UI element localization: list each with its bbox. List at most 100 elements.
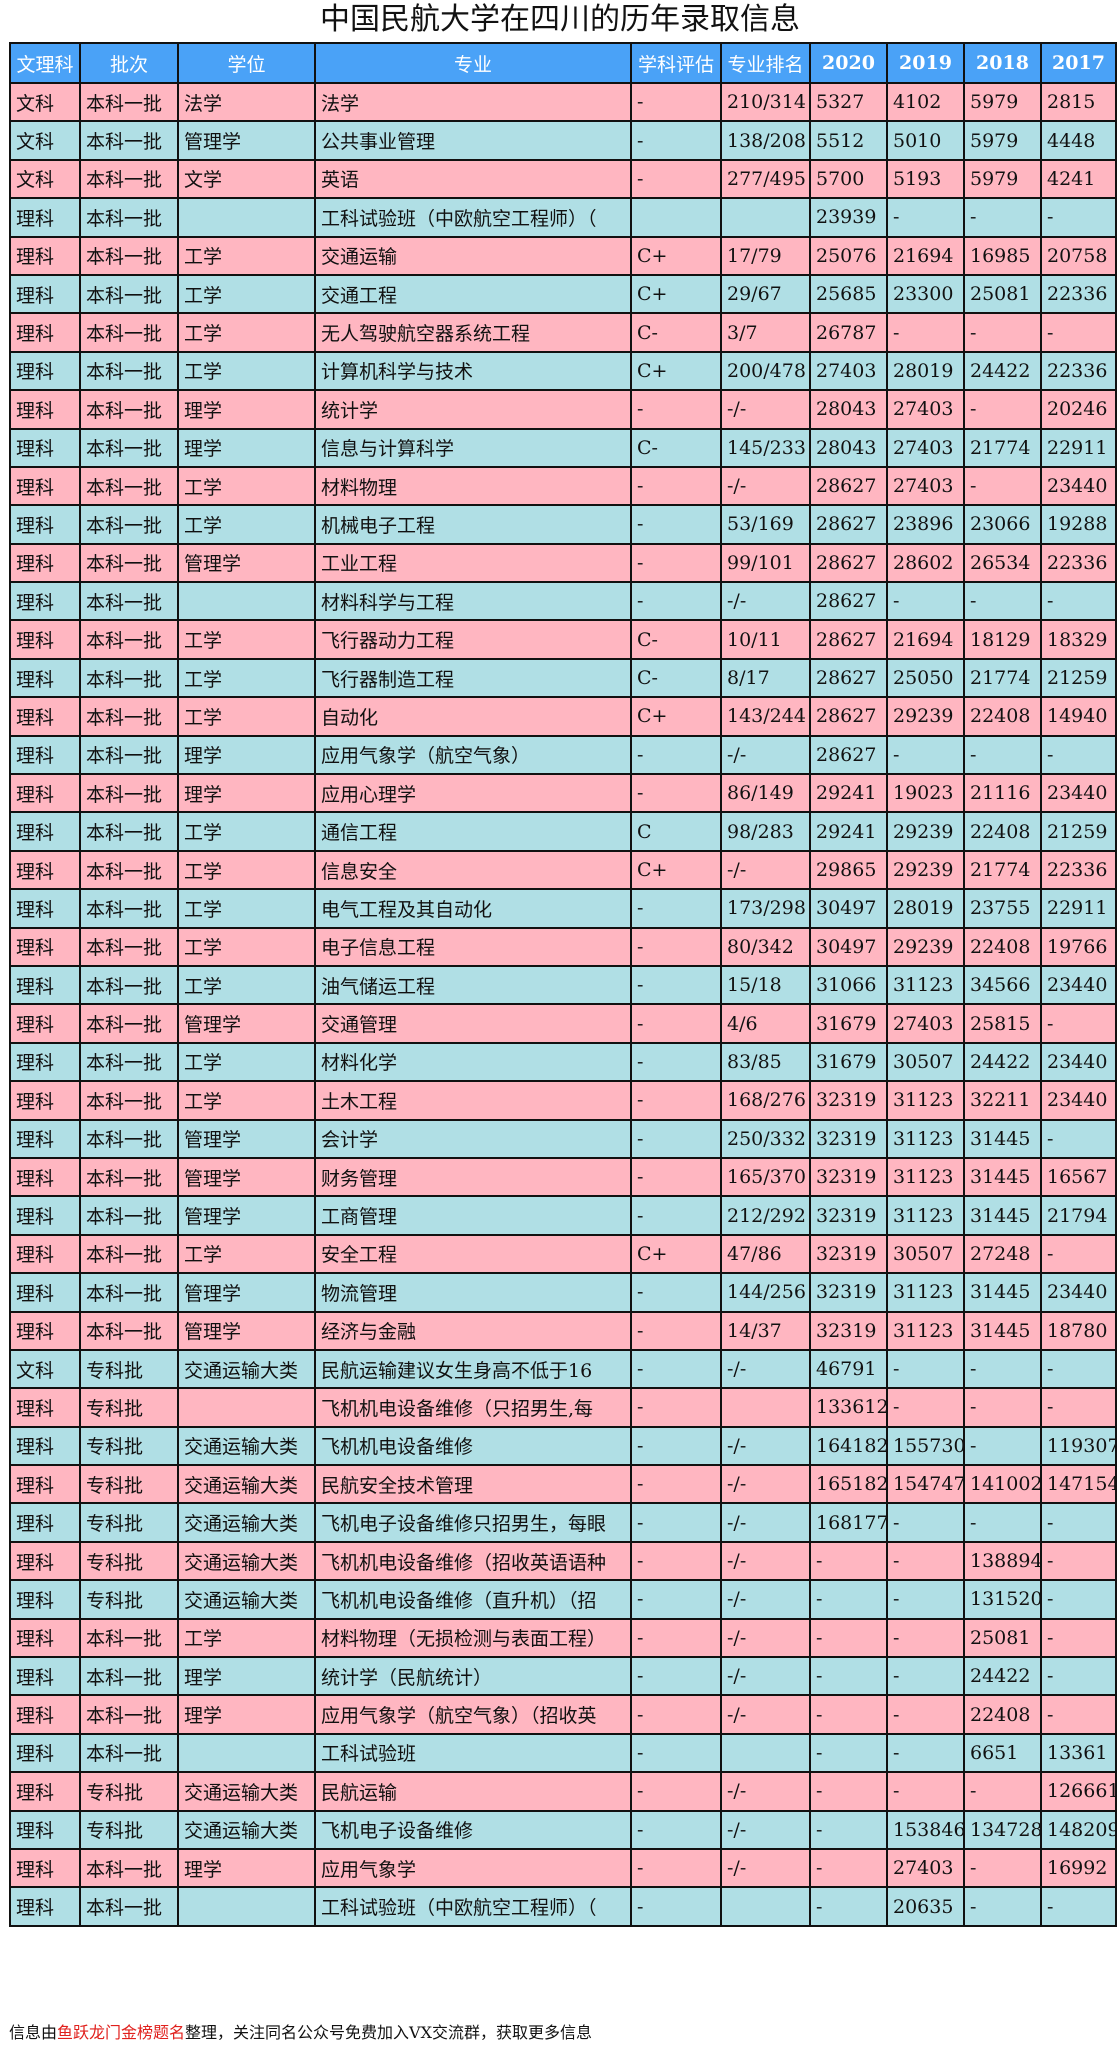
cell-score-2019: 31123 xyxy=(886,1118,965,1159)
cell-score-2018: 27248 xyxy=(963,1233,1042,1275)
cell-category: 理科 xyxy=(9,964,81,1006)
cell-score-2019: 31123 xyxy=(886,1080,965,1121)
cell-category: 理科 xyxy=(9,1464,81,1505)
cell-score-2019: - xyxy=(886,1732,965,1774)
table-row: 理科 本科一批 管理学 经济与金融 -14/37 32319 31123 31445 18780 xyxy=(9,1310,1117,1351)
cell-degree: 工学 xyxy=(177,1617,316,1659)
cell-degree: 工学 xyxy=(177,619,316,660)
cell-score-2017: 22911 xyxy=(1040,427,1117,468)
table-row: 理科 本科一批 理学 应用气象学 - -/- -27403-16992 xyxy=(9,1847,1117,1889)
cell-evaluation: - xyxy=(630,504,722,545)
cell-score-2018: 22408 xyxy=(963,1694,1042,1735)
cell-evaluation: - xyxy=(630,465,722,507)
cell-degree: 工学 xyxy=(177,657,316,699)
cell-score-2018: - xyxy=(963,465,1042,507)
cell-major: 民航运输建议女生身高不低于16 xyxy=(314,1348,632,1390)
cell-ranking: -/- xyxy=(720,1771,811,1812)
cell-category: 理科 xyxy=(9,389,81,430)
cell-ranking: -/- xyxy=(720,1502,811,1543)
cell-score-2017: 22336 xyxy=(1040,350,1117,392)
cell-batch: 本科一批 xyxy=(79,1310,179,1351)
cell-score-2018: 18129 xyxy=(963,619,1042,660)
cell-category: 理科 xyxy=(9,1579,81,1620)
cell-ranking: 53/169 xyxy=(720,504,811,545)
cell-ranking xyxy=(720,1732,811,1774)
cell-major: 材料物理（无损检测与表面工程） xyxy=(314,1617,632,1659)
table-row: 理科 本科一批 工学 土木工程 -168/276 32319 31123 32211 23440 xyxy=(9,1080,1117,1121)
cell-major: 工科试验班 xyxy=(314,1732,632,1774)
cell-batch: 专科批 xyxy=(79,1809,179,1850)
cell-degree: 交通运输大类 xyxy=(177,1579,316,1620)
cell-score-2019: 27403 xyxy=(886,389,965,430)
cell-score-2019: 19023 xyxy=(886,773,965,814)
cell-batch: 本科一批 xyxy=(79,273,179,315)
cell-evaluation: - xyxy=(630,1886,722,1927)
cell-degree: 工学 xyxy=(177,350,316,392)
cell-major: 经济与金融 xyxy=(314,1310,632,1351)
cell-score-2017: 22336 xyxy=(1040,273,1117,315)
cell-batch: 专科批 xyxy=(79,1579,179,1620)
cell-score-2020: 29241 xyxy=(809,773,888,814)
cell-score-2018: 21774 xyxy=(963,657,1042,699)
cell-score-2020: 32319 xyxy=(809,1080,888,1121)
cell-batch: 本科一批 xyxy=(79,1080,179,1121)
cell-category: 理科 xyxy=(9,734,81,776)
cell-batch: 本科一批 xyxy=(79,1195,179,1236)
cell-category: 文科 xyxy=(9,120,81,161)
cell-score-2018: 25815 xyxy=(963,1003,1042,1044)
table-row: 理科 本科一批 理学 统计学 - -/- 28043 27403-20246 xyxy=(9,389,1117,430)
cell-evaluation: - xyxy=(630,1694,722,1735)
cell-score-2018: - xyxy=(963,734,1042,776)
cell-ranking: -/- xyxy=(720,465,811,507)
cell-degree: 工学 xyxy=(177,273,316,315)
cell-evaluation xyxy=(630,197,722,238)
cell-batch: 本科一批 xyxy=(79,1233,179,1275)
cell-major: 信息安全 xyxy=(314,849,632,891)
cell-score-2018: 26534 xyxy=(963,542,1042,584)
cell-score-2020: 25076 xyxy=(809,235,888,276)
cell-batch: 本科一批 xyxy=(79,849,179,891)
cell-score-2017: - xyxy=(1040,1579,1117,1620)
cell-score-2019: 30507 xyxy=(886,1233,965,1275)
cell-category: 理科 xyxy=(9,1156,81,1198)
cell-batch: 本科一批 xyxy=(79,389,179,430)
cell-evaluation: - xyxy=(630,1156,722,1198)
header-degree: 学位 xyxy=(177,42,316,84)
cell-score-2019: 31123 xyxy=(886,1272,965,1313)
cell-major: 会计学 xyxy=(314,1118,632,1159)
table-row: 文科 本科一批 文学 英语 -277/495 5700 5193 5979 4241 xyxy=(9,158,1117,200)
cell-category: 理科 xyxy=(9,1233,81,1275)
cell-score-2019: - xyxy=(886,581,965,622)
cell-category: 理科 xyxy=(9,1540,81,1582)
cell-score-2017: - xyxy=(1040,1387,1117,1428)
cell-batch: 本科一批 xyxy=(79,888,179,929)
cell-evaluation: - xyxy=(630,1732,722,1774)
cell-score-2019: - xyxy=(886,1771,965,1812)
cell-score-2019: 25050 xyxy=(886,657,965,699)
cell-evaluation: C- xyxy=(630,312,722,353)
cell-degree: 文学 xyxy=(177,158,316,200)
cell-score-2020: 25685 xyxy=(809,273,888,315)
cell-score-2017: 18329 xyxy=(1040,619,1117,660)
cell-category: 理科 xyxy=(9,581,81,622)
cell-evaluation: - xyxy=(630,1348,722,1390)
cell-score-2018: 22408 xyxy=(963,811,1042,852)
cell-evaluation: - xyxy=(630,1272,722,1313)
cell-batch: 专科批 xyxy=(79,1502,179,1543)
cell-score-2017: 20246 xyxy=(1040,389,1117,430)
cell-category: 理科 xyxy=(9,1886,81,1927)
cell-score-2017: 22336 xyxy=(1040,849,1117,891)
cell-batch: 本科一批 xyxy=(79,926,179,967)
table-row: 理科 本科一批 工学 油气储运工程 -15/18 31066 31123 34566 23440 xyxy=(9,964,1117,1006)
cell-score-2017: - xyxy=(1040,1617,1117,1659)
cell-major: 交通管理 xyxy=(314,1003,632,1044)
cell-major: 应用心理学 xyxy=(314,773,632,814)
cell-score-2020: 28627 xyxy=(809,542,888,584)
table-row: 文科 本科一批 法学 法学 -210/314 5327 4102 5979 2815 xyxy=(9,81,1117,123)
cell-ranking: 3/7 xyxy=(720,312,811,353)
cell-major: 统计学 xyxy=(314,389,632,430)
cell-score-2017: 23440 xyxy=(1040,773,1117,814)
header-score-2017: 2017 xyxy=(1040,42,1117,84)
cell-evaluation: - xyxy=(630,542,722,584)
cell-score-2018: 31445 xyxy=(963,1310,1042,1351)
